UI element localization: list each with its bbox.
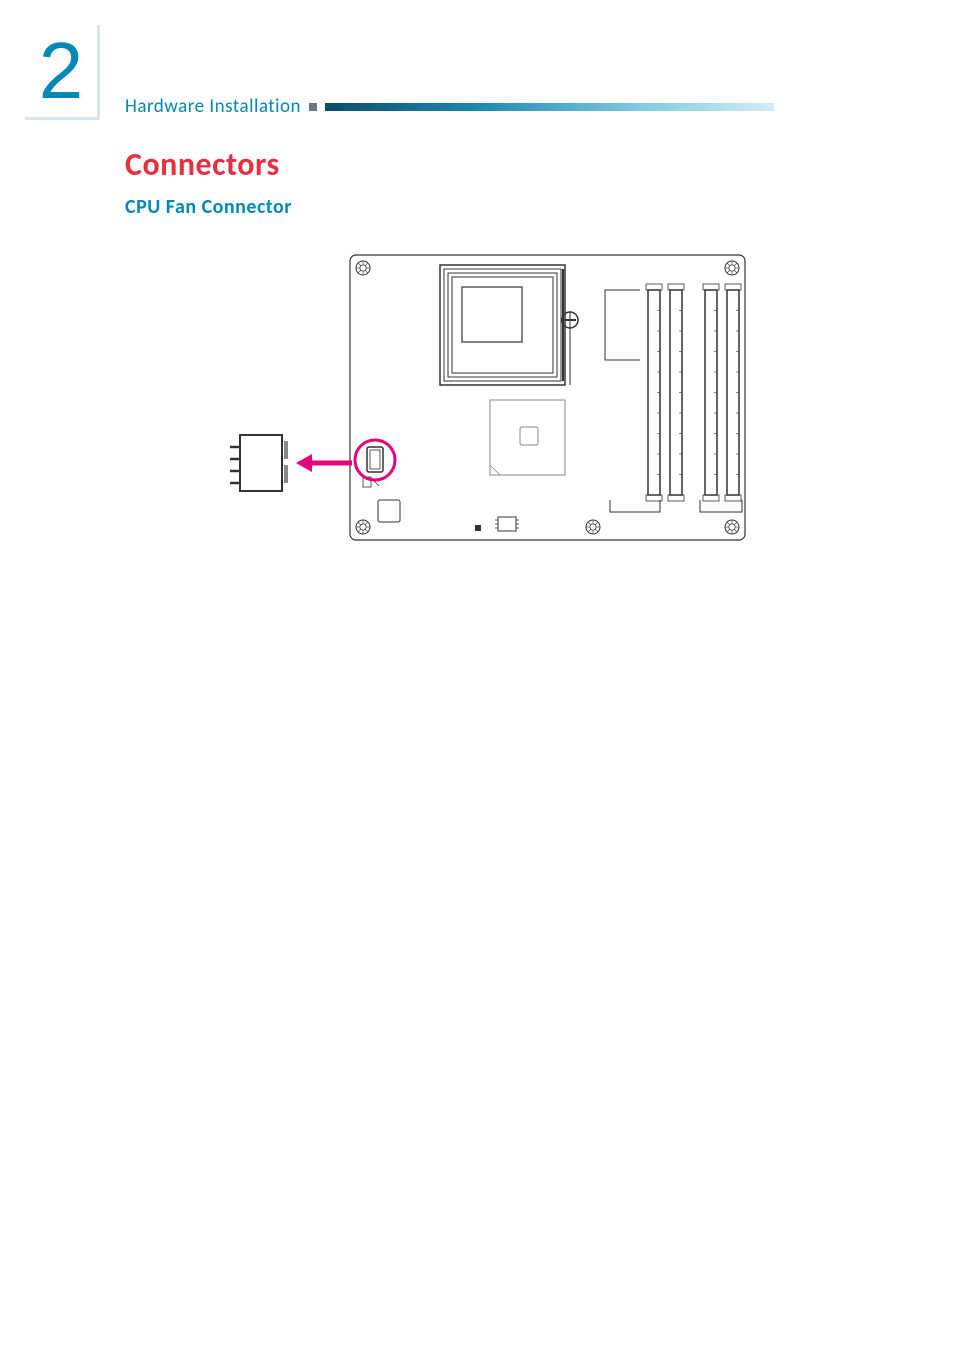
chapter-number-box: 2: [25, 25, 100, 120]
chapter-number: 2: [39, 25, 84, 117]
board-svg: [230, 245, 750, 545]
board-diagram: [230, 245, 750, 545]
subsection-title: CPU Fan Connector: [125, 195, 292, 219]
section-title: Connectors: [125, 145, 280, 184]
header-tick: [309, 103, 317, 111]
header-title: Hardware Installation: [125, 95, 301, 118]
header-gradient-bar: [325, 103, 774, 111]
page-header: Hardware Installation: [125, 95, 774, 118]
